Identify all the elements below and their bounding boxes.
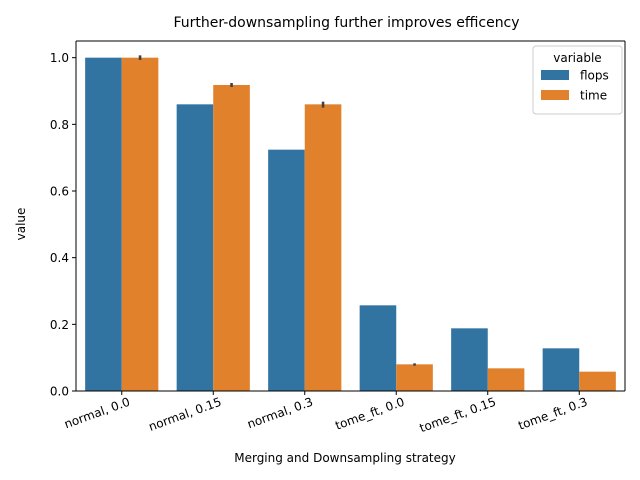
y-tick-label: 0.8 <box>50 118 69 132</box>
x-axis-label: Merging and Downsampling strategy <box>234 451 456 465</box>
bar-flops-3 <box>359 305 397 391</box>
legend-title: variable <box>553 51 601 65</box>
bar-flops-1 <box>176 104 214 391</box>
y-tick-label: 1.0 <box>50 51 69 65</box>
bar-flops-2 <box>268 149 305 391</box>
y-axis-label: value <box>14 208 28 241</box>
bar-time-2 <box>304 104 342 391</box>
bar-time-1 <box>213 85 250 391</box>
y-tick-label: 0.4 <box>50 251 69 265</box>
bar-flops-0 <box>85 57 122 392</box>
y-tick-label: 0.2 <box>50 318 69 332</box>
error-bars-group <box>138 55 416 366</box>
bar-time-0 <box>121 57 159 392</box>
legend-swatch-time <box>541 90 569 100</box>
y-tick-label: 0.6 <box>50 185 69 199</box>
bar-time-5 <box>579 371 616 391</box>
bar-time-4 <box>487 368 525 391</box>
bar-time-3 <box>396 364 433 391</box>
legend-label-flops: flops <box>580 69 609 83</box>
bar-flops-4 <box>451 328 488 391</box>
chart-title: Further-downsampling further improves ef… <box>173 15 519 31</box>
legend-swatch-flops <box>541 70 569 80</box>
legend-label-time: time <box>580 89 607 103</box>
y-tick-label: 0.0 <box>50 385 69 399</box>
legend: variable flops time <box>532 45 623 115</box>
axes-group <box>75 40 626 392</box>
bar-flops-5 <box>542 348 580 391</box>
bars-group <box>85 57 616 392</box>
y-ticks-group: 0.0 0.2 0.4 0.6 0.8 1.0 <box>50 51 76 399</box>
